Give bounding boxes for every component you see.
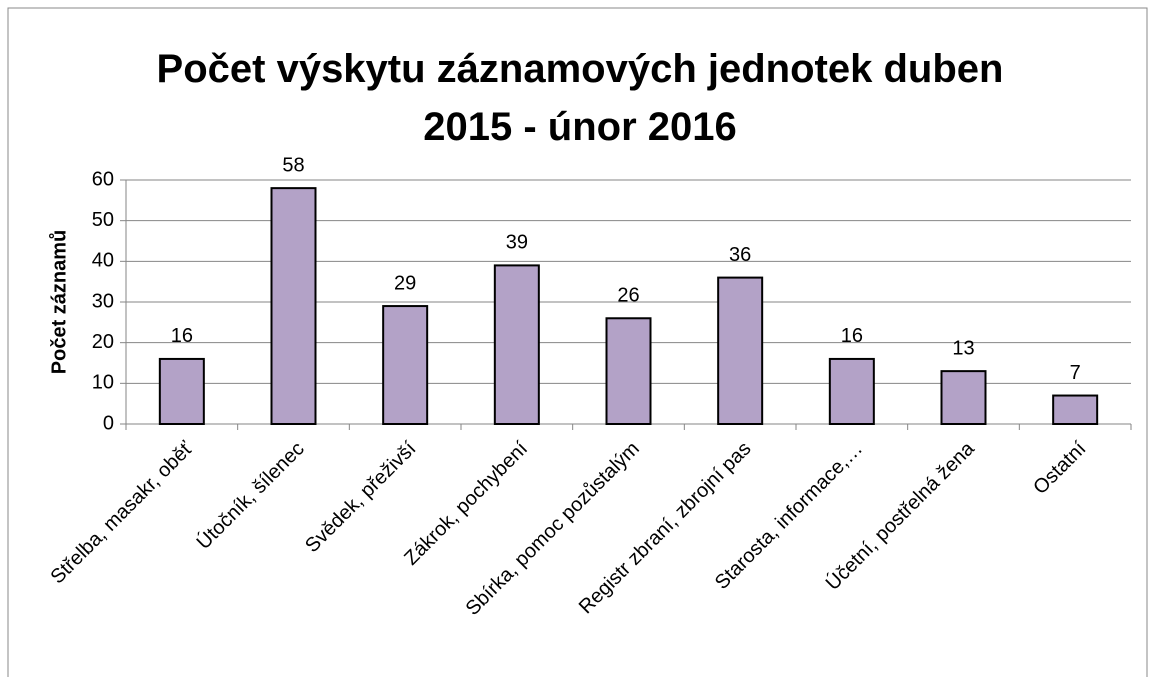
data-label: 13 xyxy=(952,337,974,359)
y-tick-label: 30 xyxy=(92,290,114,312)
chart-title: Počet výskytu záznamových jednotek duben… xyxy=(156,47,1004,149)
bar xyxy=(493,264,540,425)
x-tick-label: Útočník, šílenec xyxy=(192,437,309,554)
data-label: 16 xyxy=(171,325,193,347)
x-tick-label: Ostatní xyxy=(1029,437,1090,498)
data-label: 29 xyxy=(394,272,416,294)
y-tick-label: 60 xyxy=(92,168,114,190)
y-tick-label: 50 xyxy=(92,209,114,231)
data-label: 16 xyxy=(841,325,863,347)
bar xyxy=(605,317,652,425)
data-label: 26 xyxy=(617,285,639,307)
x-tick-label: Svědek, přeživší xyxy=(301,437,421,557)
y-tick-label: 20 xyxy=(92,331,114,353)
data-label: 7 xyxy=(1070,362,1081,384)
x-tick-label: Zákrok, pochybení xyxy=(400,437,532,569)
y-axis-label: Počet záznamů xyxy=(48,230,70,374)
chart-border xyxy=(7,7,1148,677)
bar xyxy=(158,357,205,425)
bar xyxy=(270,187,317,425)
y-tick-label: 10 xyxy=(92,372,114,394)
bar xyxy=(717,276,764,425)
data-label: 39 xyxy=(506,232,528,254)
bar xyxy=(940,370,987,425)
data-label: 36 xyxy=(729,244,751,266)
bar xyxy=(382,305,429,426)
bar xyxy=(828,357,875,425)
y-tick-label: 40 xyxy=(92,250,114,272)
data-label: 58 xyxy=(282,154,304,176)
bar xyxy=(1052,394,1099,425)
y-tick-label: 0 xyxy=(103,412,114,434)
x-tick-label: Střelba, masakr, oběť xyxy=(47,437,198,588)
